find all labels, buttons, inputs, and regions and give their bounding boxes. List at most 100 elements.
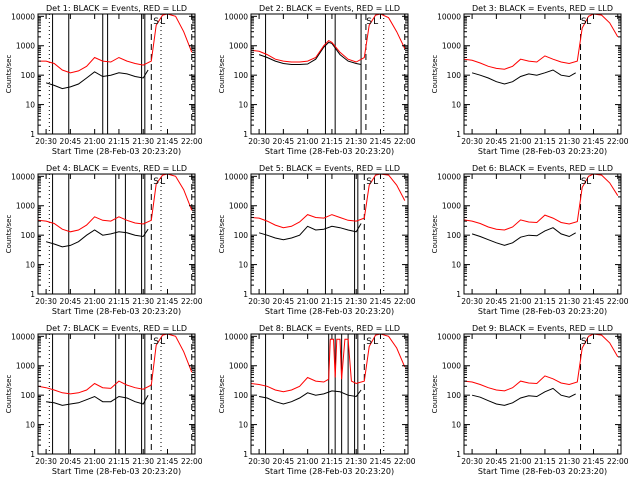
x-axis-label: Start Time (28-Feb-03 20:23:20) [52, 147, 181, 156]
x-tick-label: 20:30 [248, 137, 270, 146]
x-tick-label: 20:30 [35, 457, 57, 466]
panel-data-area [251, 334, 406, 454]
series-line [464, 14, 619, 70]
plot-frame [463, 13, 622, 135]
chart-panel-9: Det 9: BLACK = Events, RED = LLD Start Ti… [431, 324, 629, 476]
panel-title: Det 1: BLACK = Events, RED = LLD [46, 4, 187, 13]
y-tick-label: 100 [447, 231, 462, 240]
x-tick-label: 21:30 [558, 297, 580, 306]
x-tick-label: 20:45 [60, 297, 82, 306]
x-tick-label: 21:15 [534, 457, 556, 466]
marker-label: L [586, 17, 591, 27]
y-tick-label: 10 [451, 421, 461, 430]
x-tick-label: 20:45 [486, 297, 508, 306]
x-tick-label: 21:30 [132, 137, 154, 146]
marker-label: L [373, 17, 378, 27]
y-tick-label: 10000 [224, 172, 248, 181]
marker-label: L [160, 177, 165, 187]
x-tick-label: 22:00 [181, 297, 203, 306]
series-line [471, 227, 576, 246]
plot-frame [250, 13, 409, 135]
y-tick-label: 10000 [11, 12, 35, 21]
y-tick-label: 10000 [437, 172, 461, 181]
chart-panel-5: Det 5: BLACK = Events, RED = LLD Start Ti… [218, 164, 416, 316]
x-tick-label: 22:00 [607, 297, 629, 306]
y-tick-label: 10000 [437, 12, 461, 21]
y-tick-label: 1000 [16, 202, 35, 211]
y-tick-label: 1 [243, 450, 248, 459]
marker-label: L [373, 177, 378, 187]
y-tick-label: 1 [243, 130, 248, 139]
x-tick-label: 22:00 [394, 137, 416, 146]
x-tick-label: 21:15 [321, 457, 343, 466]
y-tick-label: 1 [243, 290, 248, 299]
y-tick-label: 10000 [224, 332, 248, 341]
x-tick-label: 22:00 [394, 457, 416, 466]
x-tick-label: 21:45 [157, 297, 179, 306]
x-axis-label: Start Time (28-Feb-03 20:23:20) [52, 307, 181, 316]
marker-label: L [160, 337, 165, 347]
x-tick-label: 21:30 [558, 137, 580, 146]
x-tick-label: 22:00 [181, 457, 203, 466]
y-tick-label: 1000 [229, 42, 248, 51]
panel-data-area [251, 14, 406, 134]
panel-data-area [464, 174, 619, 294]
panel-data-area [38, 334, 193, 454]
marker-label: S [153, 337, 159, 347]
x-tick-label: 20:45 [273, 297, 295, 306]
x-tick-label: 21:30 [558, 457, 580, 466]
x-tick-label: 21:30 [345, 297, 367, 306]
series-line [251, 334, 406, 393]
panel-title: Det 4: BLACK = Events, RED = LLD [46, 164, 187, 173]
y-tick-label: 100 [21, 231, 36, 240]
panel-title: Det 6: BLACK = Events, RED = LLD [472, 164, 613, 173]
x-tick-label: 21:45 [370, 457, 392, 466]
x-tick-label: 20:30 [461, 457, 483, 466]
x-tick-label: 21:30 [345, 137, 367, 146]
chart-panel-4: Det 4: BLACK = Events, RED = LLD Start Ti… [5, 164, 203, 316]
panel-title: Det 3: BLACK = Events, RED = LLD [472, 4, 613, 13]
x-tick-label: 21:45 [583, 457, 605, 466]
y-tick-label: 1000 [16, 362, 35, 371]
series-line [258, 41, 362, 65]
series-line [464, 174, 619, 231]
panel-data-area [464, 14, 619, 134]
x-tick-label: 20:30 [461, 297, 483, 306]
y-tick-label: 1 [456, 450, 461, 459]
x-tick-label: 20:45 [273, 457, 295, 466]
series-line [471, 69, 576, 85]
x-tick-label: 21:15 [534, 137, 556, 146]
x-tick-label: 21:45 [370, 297, 392, 306]
x-tick-label: 21:15 [321, 297, 343, 306]
marker-label: S [366, 337, 372, 347]
x-tick-label: 22:00 [607, 137, 629, 146]
x-axis-label: Start Time (28-Feb-03 20:23:20) [478, 307, 607, 316]
x-tick-label: 21:00 [297, 457, 319, 466]
y-tick-label: 1000 [442, 42, 461, 51]
y-tick-label: 1000 [229, 362, 248, 371]
x-tick-label: 20:30 [461, 137, 483, 146]
marker-label: L [586, 337, 591, 347]
y-axis-label: Counts/sec [218, 375, 226, 414]
plot-frame [37, 333, 196, 455]
x-tick-label: 21:45 [370, 137, 392, 146]
y-tick-label: 1000 [442, 202, 461, 211]
x-tick-label: 22:00 [607, 457, 629, 466]
marker-label: S [153, 17, 159, 27]
series-line [251, 174, 406, 229]
x-tick-label: 21:00 [510, 297, 532, 306]
x-tick-label: 21:15 [534, 297, 556, 306]
y-tick-label: 100 [447, 391, 462, 400]
y-tick-label: 10 [451, 101, 461, 110]
y-tick-label: 100 [234, 231, 249, 240]
y-tick-label: 1 [456, 130, 461, 139]
y-axis-label: Counts/sec [5, 215, 13, 254]
x-tick-label: 21:45 [157, 137, 179, 146]
y-axis-label: Counts/sec [431, 375, 439, 414]
x-tick-label: 20:45 [486, 457, 508, 466]
marker-label: S [366, 177, 372, 187]
y-tick-label: 1000 [229, 202, 248, 211]
x-tick-label: 21:15 [108, 457, 130, 466]
y-tick-label: 1 [30, 290, 35, 299]
